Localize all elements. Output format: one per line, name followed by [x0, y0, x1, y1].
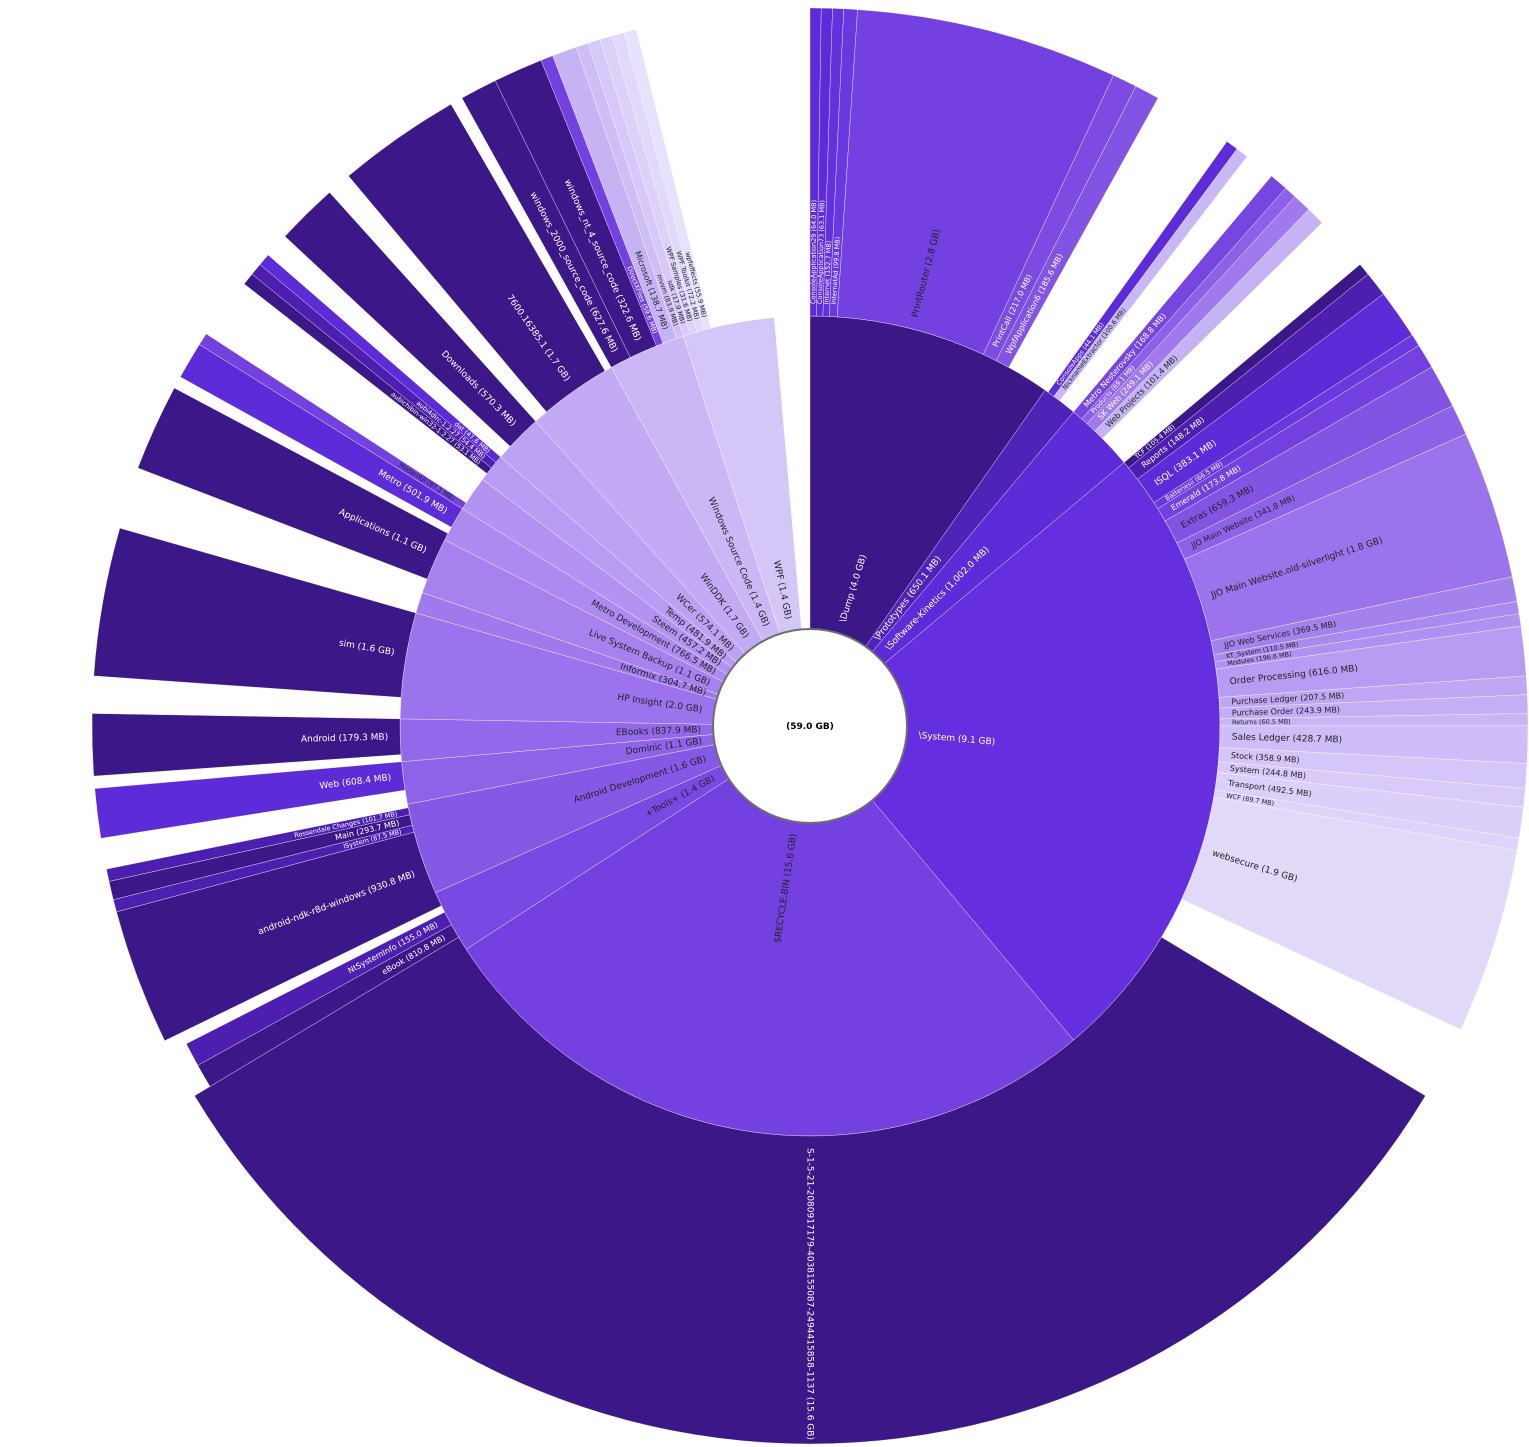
- segment-wpfeffects-55-9-mb[interactable]: [623, 29, 712, 331]
- segment-web-projects-101-4-mb[interactable]: [1094, 209, 1323, 439]
- segment-applications-1-1-gb[interactable]: [137, 387, 449, 580]
- ring-level-1: [399, 315, 1221, 1137]
- center-root-circle[interactable]: [712, 628, 908, 824]
- segment-wpfapplication6-185-6-mb[interactable]: [995, 86, 1159, 368]
- segment-websecure-1-9-gb[interactable]: [1181, 796, 1518, 1030]
- segment-android-179-3-mb[interactable]: [91, 713, 402, 777]
- segment-dat-47-6-mb[interactable]: [259, 254, 501, 463]
- ring-level-2: [91, 7, 1529, 1445]
- segment-7600-16385-1-1-7-gb[interactable]: [348, 103, 606, 413]
- segment-ntsysteminfo-155-0-mb[interactable]: [186, 911, 452, 1066]
- segment-rossendale-changes-101-7-mb[interactable]: [106, 807, 410, 882]
- segment-modernui-97-1-mb[interactable]: [199, 333, 467, 509]
- segment-downloads-570-3-mb[interactable]: [284, 192, 536, 447]
- segment-web-608-4-mb[interactable]: [94, 761, 406, 839]
- segment-nicknameextractor-100-6-mb[interactable]: [1053, 148, 1248, 401]
- segment-s-1-5-21-2080917179-4038155087-2494415858-1137-15-6-gb[interactable]: [194, 936, 1426, 1445]
- segment-sim-1-6-gb[interactable]: [93, 527, 417, 698]
